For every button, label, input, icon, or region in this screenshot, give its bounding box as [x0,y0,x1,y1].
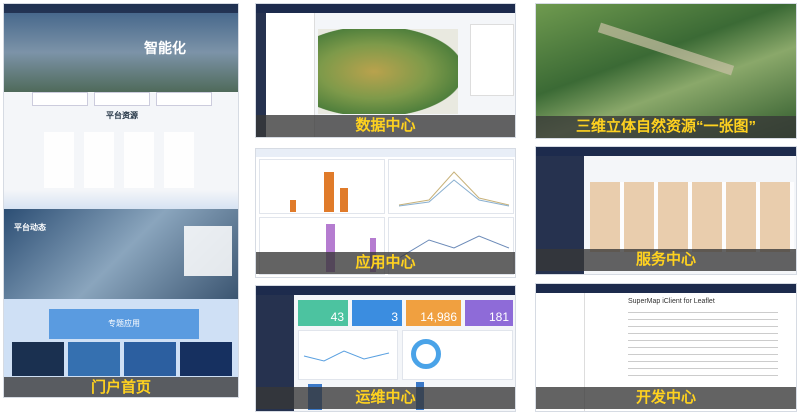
resource-grid [44,132,204,188]
doc-text [628,312,778,382]
caption: 应用中心 [256,252,515,274]
line-chart [303,350,390,362]
three-d-panel: 三维立体自然资源“一张图” [535,3,797,139]
app-center-panel: 应用中心 [255,148,516,278]
caption: 三维立体自然资源“一张图” [536,116,796,138]
hero-image [4,4,238,92]
service-thumbnails [590,182,794,252]
doc-title: SuperMap iClient for Leaflet [628,298,715,305]
stat-card: 43 [298,300,348,326]
map [318,29,458,114]
sidebar [256,13,266,137]
caption: 运维中心 [256,387,515,409]
top-nav [256,4,515,13]
tabs [256,149,515,157]
topic-thumbnails [12,342,232,376]
dev-center-panel: SuperMap iClient for Leaflet 开发中心 [535,283,797,412]
chart-card [388,159,514,214]
news-tabs [184,226,232,276]
ops-center-panel: 43 3 14,986 181 运维中心 [255,285,516,412]
stat-card: 14,986 [406,300,461,326]
caption: 数据中心 [256,115,515,137]
service-center-panel: 服务中心 [535,146,797,275]
caption: 服务中心 [536,249,796,271]
portal-panel: 智能化 平台资源 平台动态 专题应用 门户首页 [3,3,239,398]
line-chart [398,235,510,259]
river [597,22,735,76]
hero-title: 智能化 [144,40,186,56]
top-nav [536,284,796,293]
section-title: 平台资源 [106,111,138,120]
caption: 门户首页 [4,377,238,397]
top-nav [4,4,238,13]
stat-card: 181 [465,300,513,326]
caption: 开发中心 [536,387,796,409]
stat-card: 3 [352,300,402,326]
quick-links [32,92,212,106]
chart-card [259,159,385,214]
legend-box [470,24,514,96]
top-nav [536,147,796,156]
top-nav [256,286,515,295]
data-center-panel: 数据中心 [255,3,516,138]
section-title: 专题应用 [49,309,199,339]
chart-card [298,330,398,380]
section-title: 平台动态 [14,223,46,232]
chart-card [402,330,513,380]
line-chart [398,171,510,207]
